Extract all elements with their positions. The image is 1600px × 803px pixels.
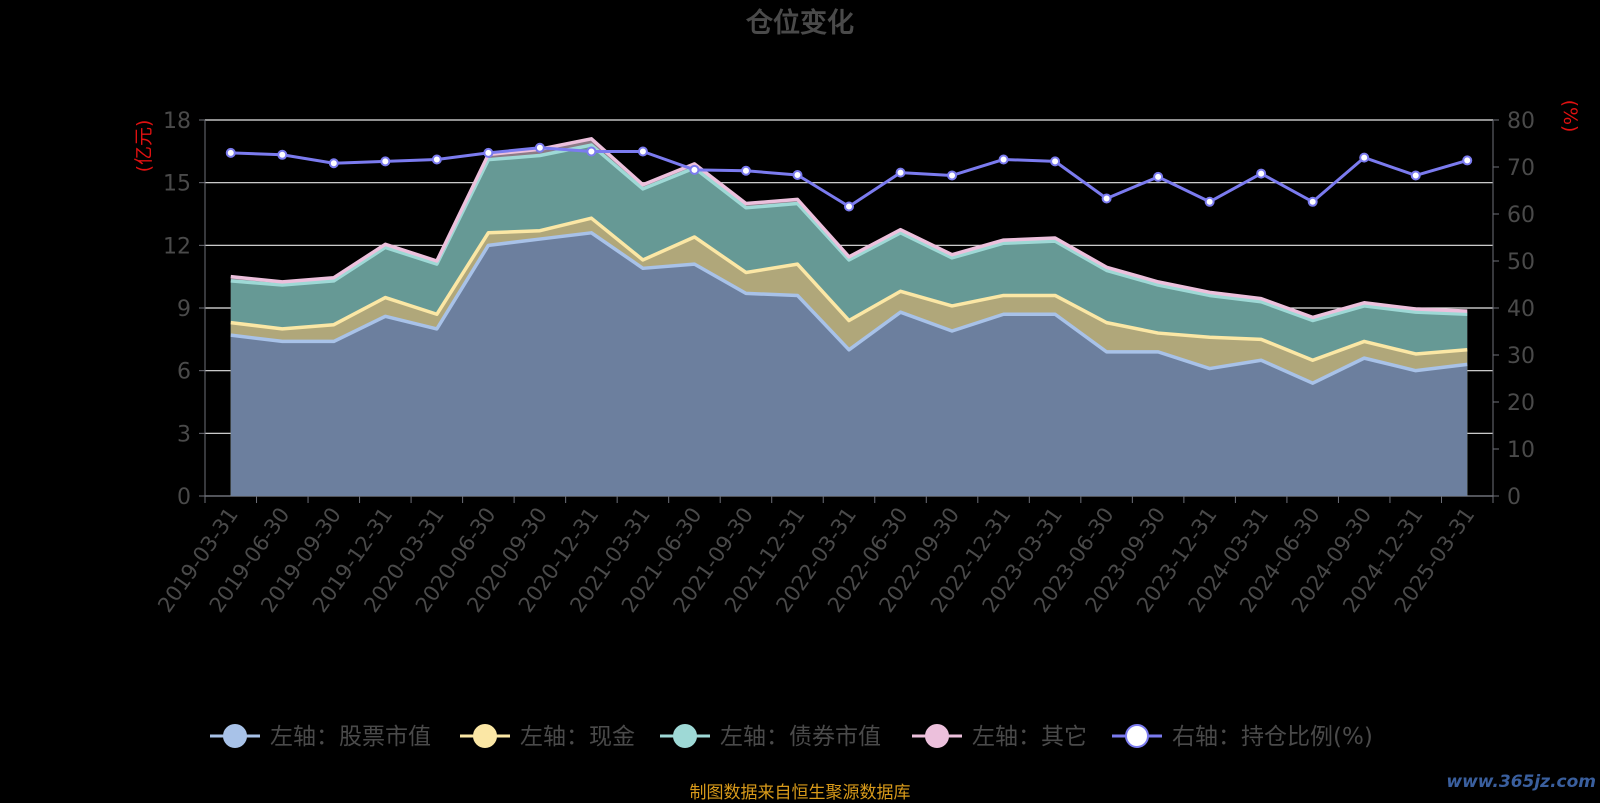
right-axis-tick-label: 10 xyxy=(1507,438,1535,463)
left-axis-tick-label: 12 xyxy=(163,234,191,259)
holding-ratio-point xyxy=(1050,156,1061,167)
holding-ratio-point xyxy=(586,146,597,157)
holding-ratio-point xyxy=(1153,171,1164,182)
legend-label: 左轴：其它 xyxy=(972,724,1087,750)
area-line-2 xyxy=(230,216,1468,362)
holding-ratio-point xyxy=(792,169,803,180)
holding-ratio-point xyxy=(740,165,751,176)
left-axis-unit: (亿元) xyxy=(133,120,155,173)
area-line-3 xyxy=(230,143,1468,323)
right-axis-tick-label: 0 xyxy=(1507,485,1521,510)
holding-ratio-point xyxy=(844,201,854,212)
legend-swatch-marker xyxy=(1125,724,1149,748)
chart-title: 仓位变化 xyxy=(745,7,854,39)
legend-swatch-marker xyxy=(925,724,949,748)
right-axis-tick-label: 60 xyxy=(1507,203,1535,228)
area-line-4 xyxy=(230,137,1468,320)
holding-ratio-point xyxy=(1101,193,1112,204)
holding-ratio-point xyxy=(328,158,339,169)
holding-ratio-point xyxy=(1462,155,1473,166)
right-axis-unit: (%) xyxy=(1559,100,1581,133)
right-axis-tick-label: 40 xyxy=(1507,297,1535,322)
right-axis-tick-label: 30 xyxy=(1507,344,1535,369)
watermark: www.365jz.com xyxy=(1446,772,1596,792)
legend-label: 左轴：现金 xyxy=(520,724,635,750)
legend-swatch-marker xyxy=(673,724,697,748)
holding-ratio-point xyxy=(947,170,958,181)
holding-ratio-point xyxy=(1256,168,1267,179)
holding-ratio-point xyxy=(895,167,906,178)
left-axis-tick-label: 3 xyxy=(177,422,191,447)
holding-ratio-point xyxy=(431,154,442,165)
area-line-1 xyxy=(230,231,1468,385)
holding-ratio-point xyxy=(483,147,494,158)
left-axis-tick-label: 9 xyxy=(177,297,191,322)
left-axis-tick-label: 0 xyxy=(177,485,191,510)
legend-label: 右轴：持仓比例(%) xyxy=(1172,724,1373,750)
holding-ratio-point xyxy=(1307,196,1318,207)
holding-ratio-point xyxy=(1359,152,1370,163)
left-axis-tick-label: 6 xyxy=(177,360,191,385)
left-axis-tick-label: 15 xyxy=(163,172,191,197)
right-axis-tick-label: 50 xyxy=(1507,250,1535,275)
holding-ratio-point xyxy=(225,147,236,158)
right-axis-tick-label: 20 xyxy=(1507,391,1535,416)
area-1 xyxy=(230,232,1468,497)
right-axis-tick-label: 80 xyxy=(1507,109,1535,134)
holding-ratio-point xyxy=(637,146,648,157)
left-axis-tick-label: 18 xyxy=(163,109,191,134)
right-axis-tick-label: 70 xyxy=(1507,156,1535,181)
holding-ratio-point xyxy=(1204,196,1215,207)
legend-label: 左轴：股票市值 xyxy=(270,724,431,750)
holding-ratio-point xyxy=(689,164,700,175)
holding-ratio-point xyxy=(1410,170,1421,181)
legend-swatch-marker xyxy=(473,724,497,748)
legend-swatch-marker xyxy=(223,724,247,748)
data-source-note: 制图数据来自恒生聚源数据库 xyxy=(689,783,911,803)
holding-ratio-point xyxy=(277,149,288,160)
holding-ratio-line xyxy=(230,146,1468,208)
holding-ratio-point xyxy=(534,142,545,153)
holding-ratio-point xyxy=(998,154,1009,165)
holding-ratio-point xyxy=(380,156,391,167)
legend-label: 左轴：债券市值 xyxy=(720,724,881,750)
